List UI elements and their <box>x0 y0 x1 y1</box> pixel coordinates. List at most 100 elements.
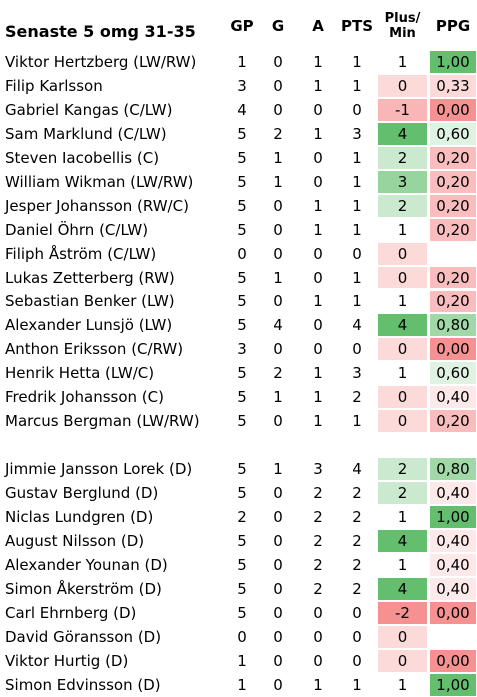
stat-cell: 1,00 <box>429 505 477 529</box>
stat-cell: 0,20 <box>429 265 477 290</box>
player-name: Anthon Eriksson (C/RW) <box>5 340 184 359</box>
stat-cell: 1 <box>377 672 428 697</box>
player-name: Filip Karlsson <box>5 76 103 95</box>
stat-cell: 1 <box>352 52 362 71</box>
stat-cell: 0 <box>377 73 428 98</box>
stat-cell: 1 <box>352 220 362 239</box>
stat-cell: 5 <box>237 268 247 287</box>
stat-cell: 0 <box>377 241 428 266</box>
player-name: Gustav Berglund (D) <box>5 484 159 503</box>
stat-cell: 4 <box>377 576 428 601</box>
stat-cell: 1 <box>273 388 283 407</box>
stat-cell: 0 <box>377 265 428 290</box>
player-name: Fredrik Johansson (C) <box>5 388 164 407</box>
stat-cell: 4 <box>377 121 428 146</box>
player-name: Daniel Öhrn (C/LW) <box>5 220 149 239</box>
stat-cell: 0 <box>352 100 362 119</box>
stat-cell: 2 <box>313 531 323 550</box>
stat-cell: 1 <box>313 124 323 143</box>
stat-cell: -2 <box>377 600 428 625</box>
stat-cell: 3 <box>377 169 428 194</box>
stat-cell: 0 <box>273 76 283 95</box>
stat-cell: 1 <box>377 289 428 314</box>
player-name: Jesper Johansson (RW/C) <box>5 196 189 215</box>
player-name: David Göransson (D) <box>5 627 162 646</box>
stat-cell: 1 <box>313 675 323 694</box>
stat-cell: 0 <box>352 651 362 670</box>
stat-cell: 1 <box>352 196 362 215</box>
stat-cell: 1 <box>377 361 428 386</box>
stat-cell <box>429 625 477 649</box>
stat-cell: 0,00 <box>429 97 477 122</box>
stat-cell: 0 <box>377 385 428 410</box>
stat-cell: 0 <box>273 531 283 550</box>
stat-cell: 0 <box>273 412 283 431</box>
stat-cell: 1 <box>237 52 247 71</box>
stat-cell: 1 <box>313 388 323 407</box>
player-name: Sebastian Benker (LW) <box>5 292 175 311</box>
stat-cell: 1 <box>237 651 247 670</box>
stat-cell: 0 <box>313 100 323 119</box>
stat-cell: 0 <box>273 627 283 646</box>
player-name: Sam Marklund (C/LW) <box>5 124 167 143</box>
stat-cell: 0,20 <box>429 145 477 170</box>
stat-cell: 5 <box>237 124 247 143</box>
stat-cell: 0,60 <box>429 361 477 386</box>
stat-cell: 2 <box>352 484 362 503</box>
stat-cell: 1 <box>352 76 362 95</box>
stat-cell: 0,80 <box>429 313 477 338</box>
stat-cell: 5 <box>237 172 247 191</box>
stat-cell: 1 <box>352 148 362 167</box>
player-name: Lukas Zetterberg (RW) <box>5 268 175 287</box>
stat-cell: 0 <box>313 148 323 167</box>
player-name: Niclas Lundgren (D) <box>5 508 154 527</box>
stat-cell: 1 <box>313 292 323 311</box>
stat-cell: 0 <box>313 603 323 622</box>
stat-cell: 4 <box>352 316 362 335</box>
player-name: Viktor Hurtig (D) <box>5 651 129 670</box>
column-header: PTS <box>340 17 374 35</box>
stat-cell: 0,40 <box>429 576 477 601</box>
stat-cell: 0,80 <box>429 457 477 482</box>
stat-cell: 0 <box>273 675 283 694</box>
column-header: Plus/ Min <box>384 11 421 41</box>
stat-cell: 4 <box>377 313 428 338</box>
stat-cell: 1,00 <box>429 672 477 697</box>
stat-cell: 1 <box>377 50 428 74</box>
stat-cell: 5 <box>237 196 247 215</box>
player-name: Alexander Lunsjö (LW) <box>5 316 173 335</box>
stat-cell: 2 <box>313 484 323 503</box>
stat-cell: 2 <box>313 579 323 598</box>
stat-cell: 0,20 <box>429 409 477 434</box>
stat-cell: 1 <box>352 412 362 431</box>
stat-cell: 1 <box>273 148 283 167</box>
stat-cell: 0 <box>273 340 283 359</box>
player-name: Carl Ehrnberg (D) <box>5 603 137 622</box>
stat-cell: -1 <box>377 97 428 122</box>
stat-cell: 0,40 <box>429 552 477 577</box>
stat-cell: 2 <box>313 555 323 574</box>
stat-cell: 0,00 <box>429 600 477 625</box>
stat-cell: 0,33 <box>429 73 477 98</box>
stat-cell: 0 <box>273 52 283 71</box>
stat-cell: 1 <box>313 364 323 383</box>
stat-cell: 2 <box>237 508 247 527</box>
stat-cell: 3 <box>313 460 323 479</box>
stat-cell: 3 <box>352 364 362 383</box>
stat-cell: 5 <box>237 388 247 407</box>
stat-cell: 2 <box>377 193 428 218</box>
stat-cell <box>429 242 477 266</box>
stat-cell: 0 <box>273 220 283 239</box>
stat-cell: 2 <box>273 124 283 143</box>
player-name: August Nilsson (D) <box>5 531 145 550</box>
stat-cell: 0 <box>273 603 283 622</box>
stat-cell: 1,00 <box>429 50 477 74</box>
stat-cell: 1 <box>352 675 362 694</box>
stat-cell: 0,40 <box>429 385 477 410</box>
column-header: G <box>271 17 285 35</box>
stat-cell: 0 <box>273 292 283 311</box>
stat-cell: 0 <box>273 508 283 527</box>
stat-cell: 2 <box>377 145 428 170</box>
player-name: Steven Iacobellis (C) <box>5 148 160 167</box>
